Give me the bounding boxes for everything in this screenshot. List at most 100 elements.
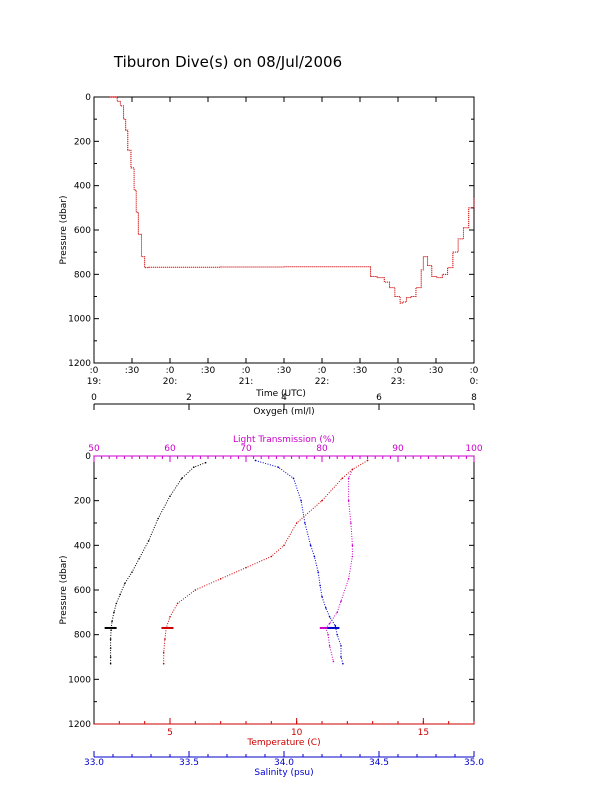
x-tick-label: :0 (394, 366, 403, 376)
y-tick-label: 1000 (68, 675, 91, 685)
temperature-point (341, 477, 344, 480)
oxygen-point (147, 540, 150, 542)
salinity-point (313, 555, 316, 558)
oxygen-point (124, 582, 126, 585)
y-tick-label: 600 (74, 586, 91, 596)
oxygen-tick-label: 2 (186, 393, 192, 403)
y-tick-label: 1200 (68, 359, 91, 369)
salinity-point (342, 662, 344, 665)
x-tick-label: :30 (277, 366, 292, 376)
temperature-profile (163, 460, 368, 664)
temperature-point (162, 651, 165, 654)
y-tick-label: 800 (74, 270, 91, 280)
light-transmission-point (350, 522, 352, 524)
chart-title: Tiburon Dive(s) on 08/Jul/2006 (113, 53, 342, 71)
y-axis-label: Pressure (dbar) (59, 556, 69, 625)
salinity-point (292, 477, 295, 480)
salinity-point (254, 459, 257, 462)
temperature-point (366, 459, 369, 462)
oxygen-point (109, 656, 112, 658)
light-transmission-point (351, 544, 354, 547)
x-tick-label: :0 (318, 366, 327, 376)
oxygen-point (109, 662, 112, 665)
salinity-tick-label: 33.0 (84, 758, 104, 768)
temperature-point (321, 499, 323, 502)
y-tick-label: 600 (74, 226, 91, 236)
salinity-point (321, 595, 323, 598)
salinity-tick-label: 33.5 (179, 758, 199, 768)
plot-frame (93, 96, 475, 364)
salinity-tick-label: 34.0 (274, 758, 294, 768)
light-transmission-point (332, 660, 335, 663)
x-axis-label: Time (UTC) (255, 389, 306, 399)
temperature-tick-label: 10 (291, 728, 303, 738)
oxygen-point (181, 477, 183, 480)
oxygen-profile (110, 462, 206, 664)
oxygen-axis-label: Oxygen (ml/l) (253, 407, 314, 417)
y-tick-label: 1000 (68, 315, 91, 325)
temperature-point (164, 638, 166, 640)
salinity-point (317, 571, 320, 573)
salinity-point (300, 499, 302, 502)
salinity-tick-label: 35.0 (464, 758, 484, 768)
oxygen-tick-label: 8 (471, 393, 477, 403)
light-tick-label: 70 (240, 444, 252, 454)
x-hour-label: 22: (315, 377, 329, 387)
temperature-point (194, 589, 197, 591)
pressure-trace (109, 96, 475, 304)
x-tick-label: :0 (90, 366, 99, 376)
y-axis-label: Pressure (dbar) (59, 196, 69, 265)
temperature-point (219, 578, 222, 580)
light-tick-label: 90 (392, 444, 404, 454)
oxygen-point (109, 638, 112, 640)
oxygen-tick-label: 6 (376, 393, 382, 403)
light-transmission-profile (325, 469, 353, 662)
light-transmission-point (328, 622, 331, 625)
salinity-point (340, 645, 342, 647)
oxygen-point (131, 571, 133, 573)
salinity-point (309, 544, 312, 547)
salinity-point (277, 466, 280, 468)
temperature-point (283, 544, 285, 547)
oxygen-point (138, 557, 140, 560)
dive-profile-chart: 020040060080010001200:0:30:0:30:0:30:0:3… (59, 93, 479, 399)
light-transmission-point (327, 633, 329, 636)
x-tick-label: :30 (201, 366, 216, 376)
oxygen-point (115, 602, 118, 605)
temperature-point (162, 662, 165, 665)
oxygen-point (111, 620, 113, 623)
x-tick-label: :30 (353, 366, 368, 376)
oxygen-tick-label: 0 (91, 393, 97, 403)
x-tick-label: :30 (429, 366, 444, 376)
light-transmission-point (347, 477, 350, 480)
temperature-point (169, 616, 171, 618)
salinity-point (304, 522, 306, 524)
temperature-tick-label: 15 (418, 728, 429, 738)
oxygen-point (113, 611, 115, 614)
x-hour-label: 20: (163, 377, 177, 387)
light-tick-label: 80 (316, 444, 328, 454)
oxygen-point (110, 629, 112, 631)
salinity-point (340, 656, 342, 658)
oxygen-point (109, 647, 112, 649)
x-tick-label: :0 (242, 366, 251, 376)
x-hour-label: 19: (87, 377, 101, 387)
oxygen-point (157, 517, 159, 520)
light-axis-label: Light Transmission (%) (233, 435, 335, 445)
light-transmission-point (328, 645, 331, 647)
light-transmission-point (336, 611, 339, 614)
oxygen-point (169, 495, 171, 498)
oxygen-point (119, 593, 121, 596)
y-tick-label: 800 (74, 631, 91, 641)
temperature-point (245, 566, 247, 569)
oxygen-tick-label: 4 (281, 393, 287, 403)
light-transmission-point (347, 578, 350, 580)
temperature-point (295, 522, 298, 524)
y-tick-label: 200 (74, 137, 91, 147)
y-tick-label: 400 (74, 182, 91, 192)
oxygen-point (192, 466, 195, 468)
oxygen-point (204, 461, 207, 464)
y-tick-label: 200 (74, 497, 91, 507)
temperature-point (176, 602, 179, 605)
salinity-point (325, 607, 327, 609)
